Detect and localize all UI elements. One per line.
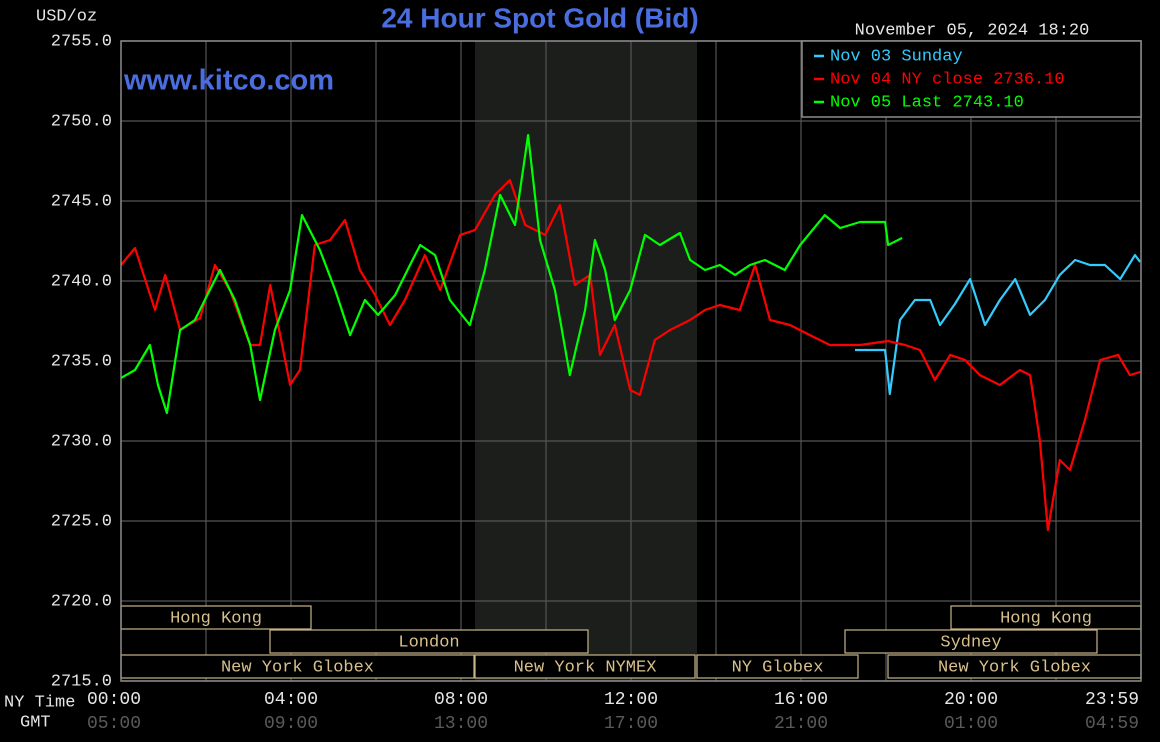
chart-title: 24 Hour Spot Gold (Bid) <box>381 2 698 33</box>
session-label: Hong Kong <box>1000 609 1092 628</box>
y-tick-label: 2725.0 <box>51 512 112 531</box>
x-tick-label: 12:00 <box>604 690 658 710</box>
timestamp: November 05, 2024 18:20 <box>855 21 1090 40</box>
x2-tick-label: 13:00 <box>434 714 488 734</box>
session-bar <box>844 629 1098 654</box>
legend-label: Nov 05 Last 2743.10 <box>830 93 1024 112</box>
y-tick-label: 2720.0 <box>51 592 112 611</box>
session-bar <box>269 629 589 654</box>
session-label: New York NYMEX <box>514 658 657 677</box>
watermark: www.kitco.com <box>123 65 334 97</box>
x-tick-label: 16:00 <box>774 690 828 710</box>
legend-label: Nov 04 NY close 2736.10 <box>830 70 1065 89</box>
x2-tick-label: 05:00 <box>87 714 141 734</box>
x-tick-label: 08:00 <box>434 690 488 710</box>
session-bar <box>696 654 859 679</box>
session-bar <box>474 654 696 679</box>
session-label: Sydney <box>940 633 1001 652</box>
x2-tick-label: 09:00 <box>264 714 318 734</box>
legend-label: Nov 03 Sunday <box>830 47 963 66</box>
x-tick-label: 00:00 <box>87 690 141 710</box>
x2-tick-label: 01:00 <box>944 714 998 734</box>
series-line <box>120 178 1141 532</box>
x2-tick-label: 04:59 <box>1085 714 1139 734</box>
x2-axis-label: GMT <box>20 713 51 732</box>
y-tick-label: 2740.0 <box>51 272 112 291</box>
series-line <box>120 134 903 415</box>
x2-tick-label: 17:00 <box>604 714 658 734</box>
series-line <box>855 254 1142 396</box>
session-label: London <box>398 633 459 652</box>
session-label: New York Globex <box>938 658 1091 677</box>
legend: Nov 03 Sunday Nov 04 NY close 2736.10 Nov … <box>814 47 1065 112</box>
y-tick-label: 2755.0 <box>51 32 112 51</box>
plot-frame <box>120 40 1142 682</box>
plot-lines <box>120 134 1142 532</box>
x2-tick-label: 21:00 <box>774 714 828 734</box>
y-tick-label: 2730.0 <box>51 432 112 451</box>
session-label: Hong Kong <box>170 609 262 628</box>
x-axis-label: NY Time <box>4 693 75 712</box>
x-tick-label: 23:59 <box>1085 690 1139 710</box>
x-tick-label: 20:00 <box>944 690 998 710</box>
y-tick-label: 2715.0 <box>51 672 112 691</box>
y-tick-label: 2750.0 <box>51 112 112 131</box>
legend-box <box>801 40 1142 118</box>
y-tick-label: 2735.0 <box>51 352 112 371</box>
session-bars: Hong Kong London New York Globex New York N… <box>120 605 1142 679</box>
session-label: NY Globex <box>732 658 824 677</box>
y-tick-label: 2745.0 <box>51 192 112 211</box>
session-label: New York Globex <box>221 658 374 677</box>
y-unit: USD/oz <box>36 7 97 26</box>
x-tick-label: 04:00 <box>264 690 318 710</box>
